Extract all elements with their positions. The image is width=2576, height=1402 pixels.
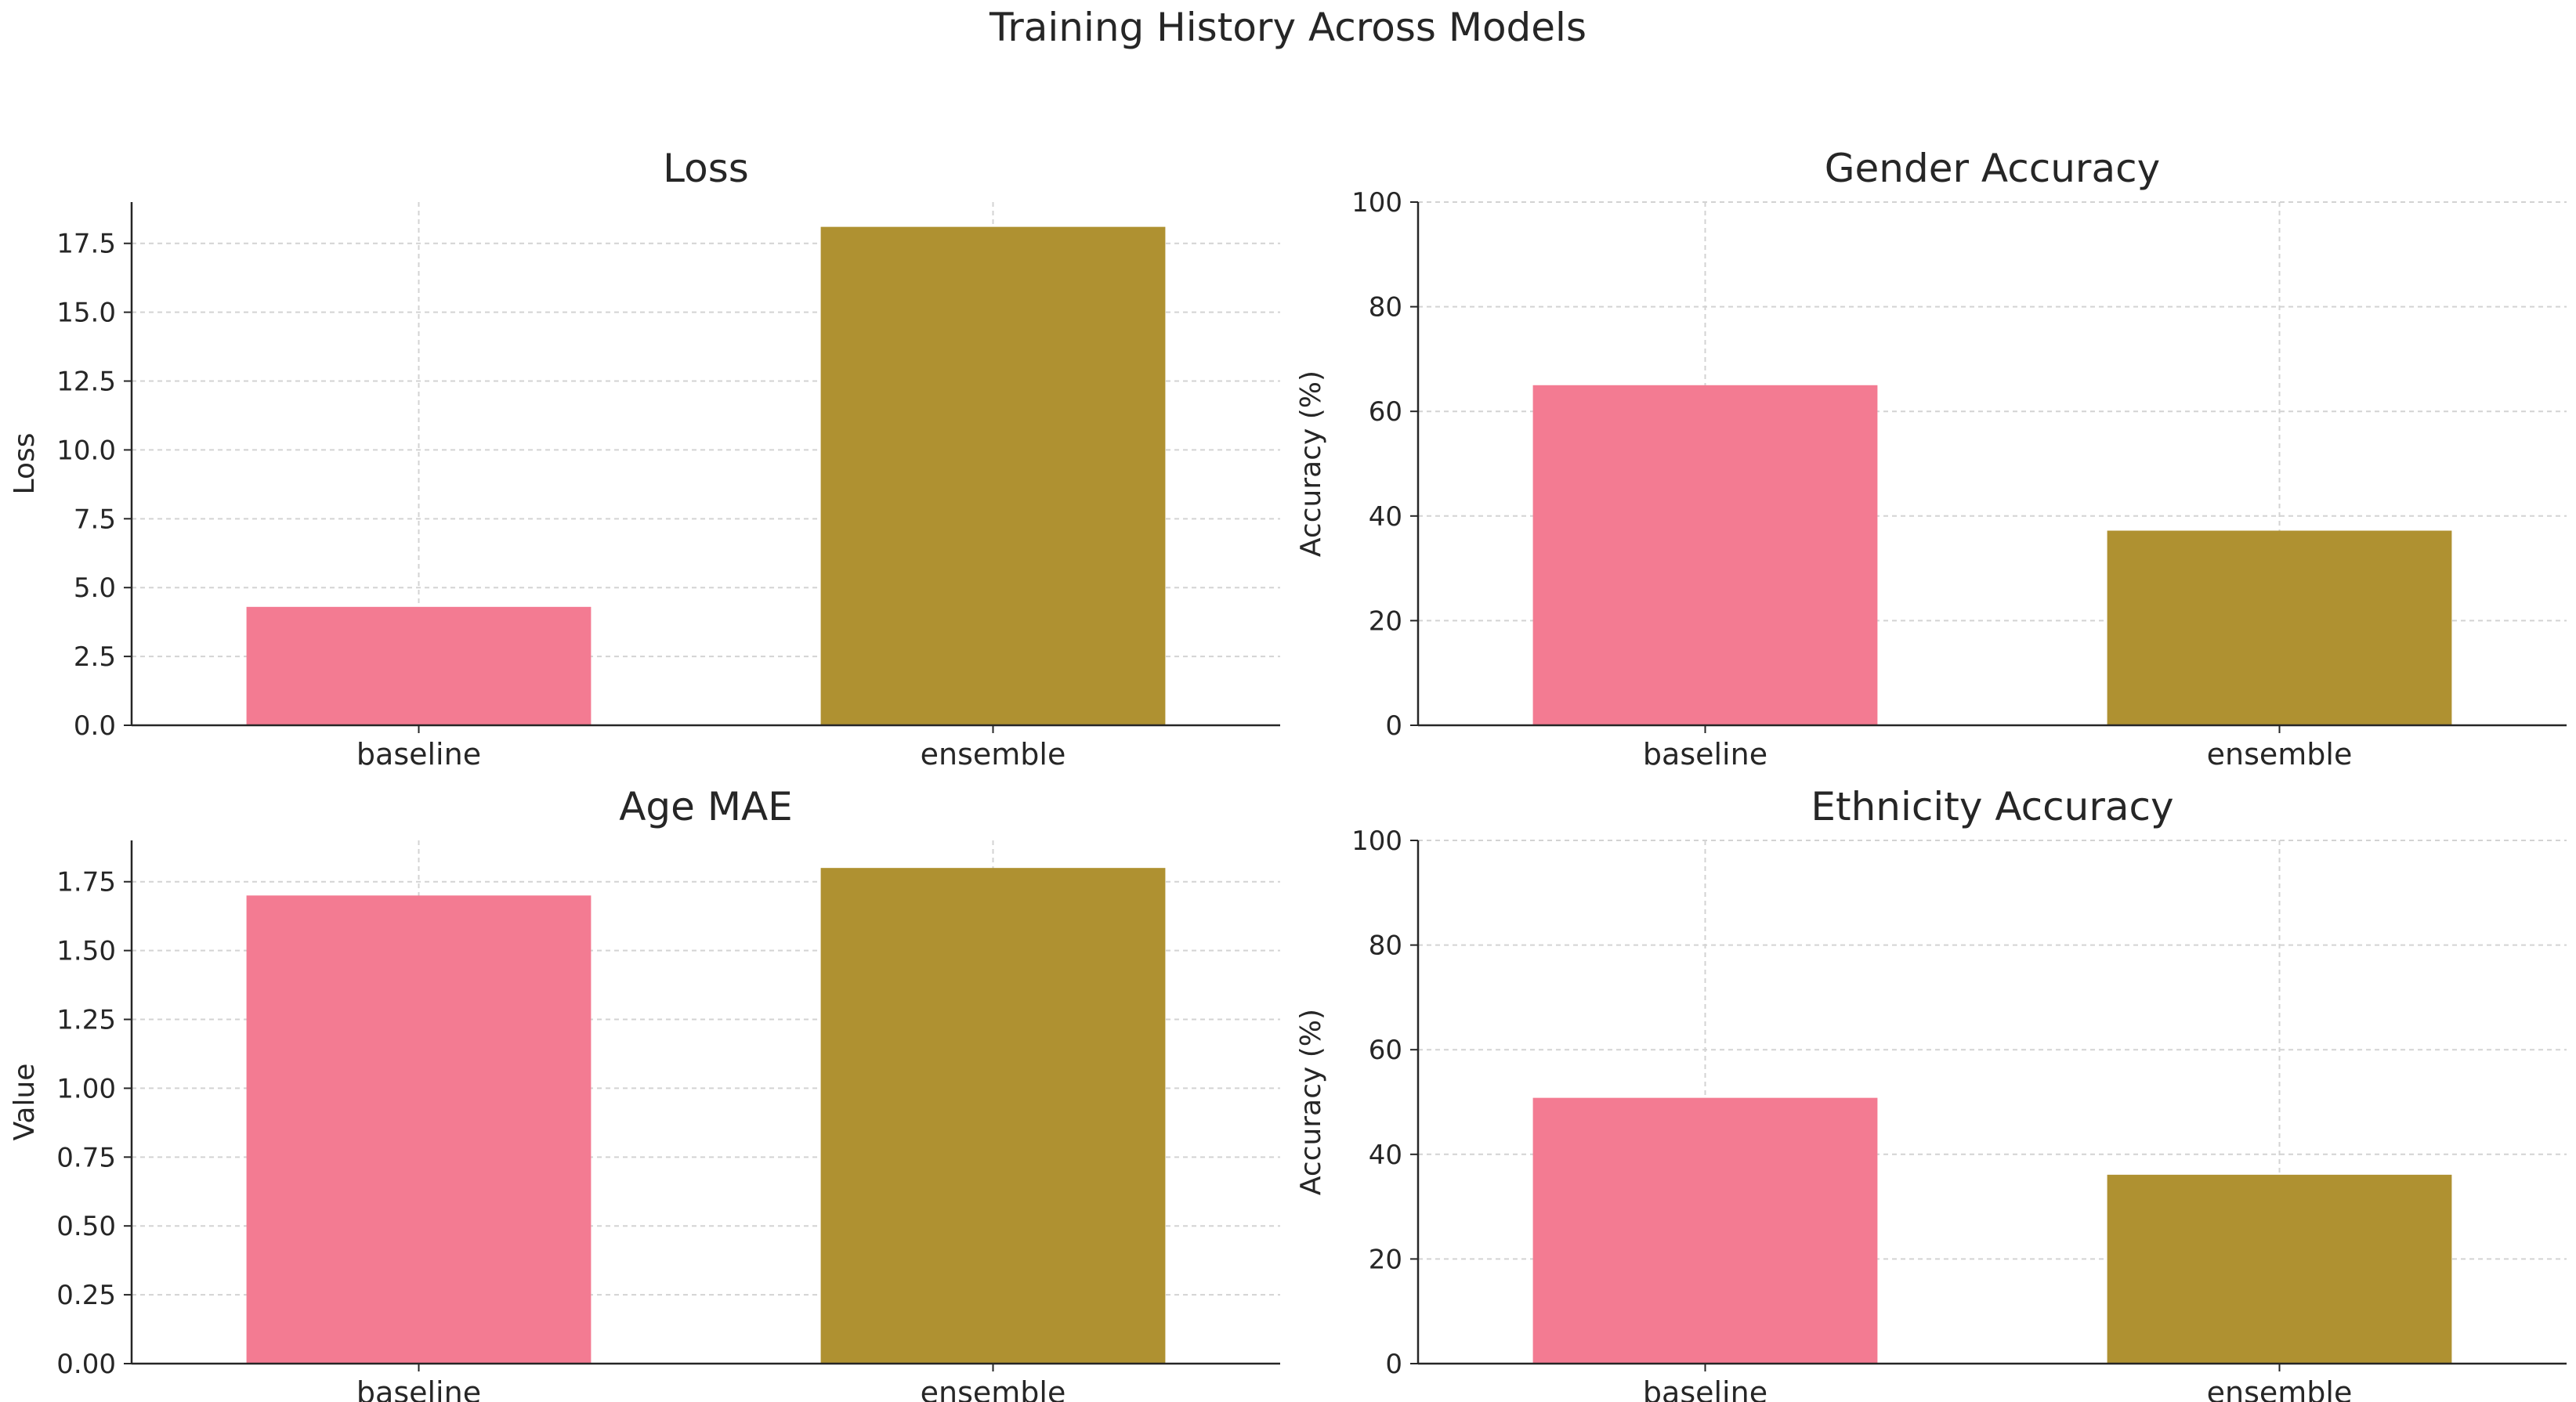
chart-panel-3: 0 20 40 60 80 100 baseline ensemble Ethnicity Ac… xyxy=(1295,784,2567,1402)
x-tick-label: baseline xyxy=(1643,1375,1767,1402)
y-tick-label: 7.5 xyxy=(74,504,116,535)
y-tick-label: 5.0 xyxy=(74,573,116,604)
figure-title: Training History Across Models xyxy=(990,5,1586,50)
y-tick-label: 10.0 xyxy=(56,435,116,466)
subplot-title: Loss xyxy=(663,146,749,191)
y-tick-label: 0.75 xyxy=(56,1142,116,1173)
y-tick-label: 12.5 xyxy=(56,367,116,398)
chart-panel-1: 0 20 40 60 80 100 baseline ensemble Gender Accur… xyxy=(1295,146,2567,771)
y-tick-label: 0.00 xyxy=(56,1349,116,1380)
bar-ensemble xyxy=(2107,530,2452,725)
y-tick-label: 0.0 xyxy=(74,710,116,742)
y-tick-label: 17.5 xyxy=(56,229,116,260)
y-tick-label: 40 xyxy=(1369,501,1402,533)
x-tick-label: baseline xyxy=(356,1375,481,1402)
chart-panel-0: 0.0 2.5 5.0 7.5 10.0 12.5 15.0 17.5 baseline ense… xyxy=(9,146,1280,771)
y-axis-label: Loss xyxy=(9,433,41,495)
y-tick-label: 40 xyxy=(1369,1140,1402,1171)
y-tick-label: 15.0 xyxy=(56,298,116,329)
x-tick-label: ensemble xyxy=(921,737,1066,771)
y-tick-label: 60 xyxy=(1369,1035,1402,1066)
y-axis-label: Value xyxy=(9,1064,41,1141)
bar-baseline xyxy=(246,606,592,725)
y-tick-label: 1.50 xyxy=(56,936,116,967)
y-tick-label: 100 xyxy=(1351,187,1402,219)
bar-ensemble xyxy=(2107,1174,2452,1364)
y-axis-label: Accuracy (%) xyxy=(1295,1009,1327,1195)
x-tick-label: baseline xyxy=(356,737,481,771)
y-tick-label: 100 xyxy=(1351,826,1402,857)
y-tick-label: 0.25 xyxy=(56,1280,116,1311)
y-tick-label: 2.5 xyxy=(74,641,116,673)
bar-baseline xyxy=(246,895,592,1364)
y-tick-label: 80 xyxy=(1369,292,1402,323)
y-axis-label: Accuracy (%) xyxy=(1295,370,1327,557)
subplot-title: Gender Accuracy xyxy=(1825,146,2160,191)
y-tick-label: 20 xyxy=(1369,605,1402,637)
y-tick-label: 0 xyxy=(1385,1349,1402,1380)
y-tick-label: 20 xyxy=(1369,1244,1402,1275)
y-tick-label: 60 xyxy=(1369,396,1402,428)
x-tick-label: ensemble xyxy=(2207,1375,2353,1402)
y-tick-label: 0.50 xyxy=(56,1211,116,1242)
bar-ensemble xyxy=(820,868,1166,1364)
x-tick-label: baseline xyxy=(1643,737,1767,771)
bar-ensemble xyxy=(820,226,1166,726)
x-tick-label: ensemble xyxy=(2207,737,2353,771)
bar-baseline xyxy=(1532,385,1878,725)
y-tick-label: 1.75 xyxy=(56,867,116,898)
x-tick-label: ensemble xyxy=(921,1375,1066,1402)
y-tick-label: 80 xyxy=(1369,930,1402,962)
chart-panel-2: 0.00 0.25 0.50 0.75 1.00 1.25 1.50 1.75 baseline… xyxy=(9,784,1280,1402)
y-tick-label: 1.00 xyxy=(56,1073,116,1104)
bar-baseline xyxy=(1532,1097,1878,1364)
subplot-title: Age MAE xyxy=(619,784,793,829)
y-tick-label: 0 xyxy=(1385,710,1402,742)
subplot-title: Ethnicity Accuracy xyxy=(1811,784,2173,829)
y-tick-label: 1.25 xyxy=(56,1005,116,1036)
